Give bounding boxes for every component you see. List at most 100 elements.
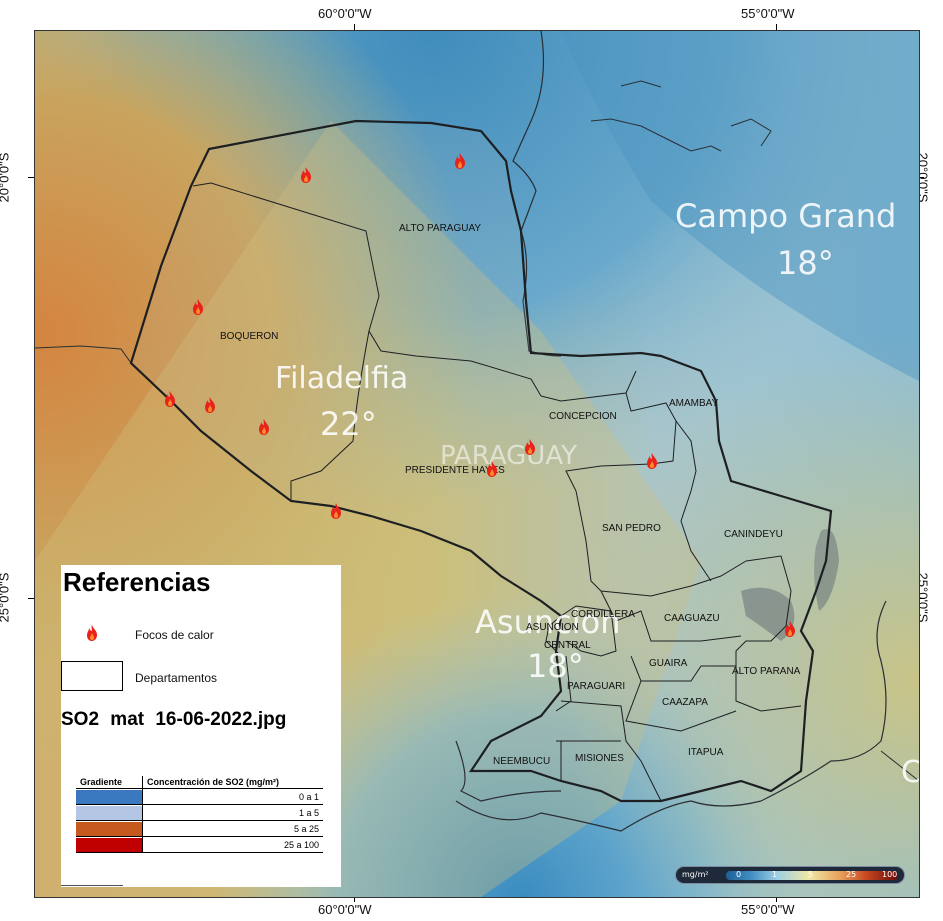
boundary-amambay xyxy=(675,420,697,492)
dept-label-paraguari: PARAGUARI xyxy=(567,681,626,692)
scale-tick-label: 0 xyxy=(736,870,742,879)
dept-label-concepcion: CONCEPCION xyxy=(549,411,617,422)
gradient-swatch xyxy=(76,789,142,804)
overlay-city-filadelfia: Filadelfia xyxy=(275,361,409,396)
dept-label-alto-paraguay: ALTO PARAGUAY xyxy=(399,223,482,234)
river-line xyxy=(730,118,772,147)
dept-label-misiones: MISIONES xyxy=(575,753,624,764)
fire-icon[interactable] xyxy=(191,299,205,315)
fire-icon[interactable] xyxy=(329,503,343,519)
legend-dept-swatch xyxy=(61,661,123,691)
river-parana-south xyxy=(455,740,562,802)
border-line-west xyxy=(35,345,132,364)
overlay-temp-asuncion: 18° xyxy=(527,647,584,685)
dept-label-alto-parana: ALTO PARANA xyxy=(732,666,801,677)
dept-label-cordillera: CORDILLERA xyxy=(571,609,635,620)
gradient-row: 5 a 25 xyxy=(76,820,323,837)
legend-fire-label: Focos de calor xyxy=(135,628,214,642)
fire-icon xyxy=(87,625,97,641)
overlay-edge-fragment: C xyxy=(901,755,920,790)
border-line-south xyxy=(455,600,887,832)
dept-label-itapua: ITAPUA xyxy=(688,747,724,758)
fire-icon[interactable] xyxy=(257,419,271,435)
fire-icon[interactable] xyxy=(783,621,797,637)
dept-label-central: CENTRAL xyxy=(544,640,591,651)
legend-title: Referencias xyxy=(63,567,211,597)
boundary-paraguari xyxy=(560,700,662,802)
gradient-row: 1 a 5 xyxy=(76,804,323,821)
legend-file-name: SO2 mat 16-06-2022.jpg xyxy=(61,709,287,730)
tick-mark xyxy=(354,896,355,902)
overlay-temp-campo-grande: 18° xyxy=(777,244,834,282)
fire-icon[interactable] xyxy=(203,397,217,413)
boundary-caazapa xyxy=(625,680,737,732)
terrain-patch xyxy=(741,587,795,641)
fire-icon[interactable] xyxy=(299,167,313,183)
dept-label-guaira: GUAIRA xyxy=(649,658,688,669)
scale-tick-label: 5 xyxy=(808,870,814,879)
boundary-concepcion-n xyxy=(540,370,637,402)
gradient-range: 5 a 25 xyxy=(293,823,319,834)
dept-label-caaguazu: CAAGUAZU xyxy=(664,613,720,624)
boundary-san-pedro xyxy=(575,490,747,597)
gradient-swatch xyxy=(76,821,142,836)
boundary-alto-paraguay xyxy=(192,182,542,397)
tick-mark xyxy=(28,598,34,599)
boundary-central xyxy=(555,655,572,712)
boundary-alto-parana xyxy=(735,555,802,712)
scale-tick-label: 1 xyxy=(772,870,778,879)
border-line-se xyxy=(880,750,919,782)
tick-mark xyxy=(28,177,34,178)
boundary-caaguazu xyxy=(600,590,742,642)
boundary-cordillera xyxy=(560,605,617,657)
gradient-row: 0 a 1 xyxy=(76,788,323,805)
fire-icon[interactable] xyxy=(523,439,537,455)
dept-label-presidente-hayes: PRESIDENTE HAYES xyxy=(405,465,505,476)
gradient-row: 25 a 100 xyxy=(76,836,323,853)
longitude-label-top-right: 55°0'0"W xyxy=(741,6,795,21)
tick-mark xyxy=(776,896,777,902)
dept-label-san-pedro: SAN PEDRO xyxy=(602,523,661,534)
gradient-swatch xyxy=(76,837,142,852)
longitude-label-bottom-right: 55°0'0"W xyxy=(741,902,795,917)
tick-mark xyxy=(918,177,924,178)
fire-icon[interactable] xyxy=(163,391,177,407)
fire-icon[interactable] xyxy=(645,453,659,469)
scale-unit: mg/m² xyxy=(682,870,709,879)
gradient-range: 25 a 100 xyxy=(283,839,319,850)
dept-label-amambay: AMAMBAY xyxy=(669,398,719,409)
dept-label-neembucu: NEEMBUCU xyxy=(493,756,551,767)
overlay-country-name: PARAGUAY xyxy=(440,441,577,471)
scale-tick-label: 100 xyxy=(882,870,898,879)
gradient-table: Gradiente Concentración de SO2 (mg/m²) 0… xyxy=(76,776,323,853)
fire-icon[interactable] xyxy=(453,153,467,169)
concentration-band-ne xyxy=(561,31,919,381)
department-boundaries xyxy=(192,182,802,802)
fire-icon[interactable] xyxy=(485,461,499,477)
gradient-swatch xyxy=(76,805,142,820)
dept-label-canindeyu: CANINDEYU xyxy=(724,529,783,540)
boundary-concepcion-s xyxy=(565,392,677,492)
gradient-range: 0 a 1 xyxy=(298,791,319,802)
longitude-label-top-left: 60°0'0"W xyxy=(318,6,372,21)
boundary-asuncion xyxy=(545,615,562,657)
overlay-city-campo-grande: Campo Grand xyxy=(675,197,897,235)
river-line xyxy=(620,80,662,88)
legend-divider xyxy=(61,885,123,886)
tick-mark xyxy=(918,598,924,599)
overlay-city-asuncion: Asuncion xyxy=(475,603,621,641)
longitude-label-bottom-left: 60°0'0"W xyxy=(318,902,372,917)
boundary-boqueron xyxy=(290,330,370,501)
gradient-header: Gradiente xyxy=(76,776,143,789)
overlay-temp-filadelfia: 22° xyxy=(320,405,377,443)
legend-panel: Referencias Focos de calor Departamentos… xyxy=(61,565,341,887)
tick-mark xyxy=(776,24,777,30)
concentration-header: Concentración de SO2 (mg/m²) xyxy=(142,776,323,789)
latitude-label-left-bottom: 25°0'0"S xyxy=(0,572,12,623)
paraguay-country-outline xyxy=(129,119,833,803)
boundary-guaira xyxy=(630,655,736,682)
latitude-label-left-top: 20°0'0"S xyxy=(0,152,12,203)
concentration-scale-bar: mg/m² 0 1 5 25 100 xyxy=(675,866,905,884)
dept-label-caazapa: CAAZAPA xyxy=(662,697,708,708)
legend-dept-label: Departamentos xyxy=(135,671,218,685)
